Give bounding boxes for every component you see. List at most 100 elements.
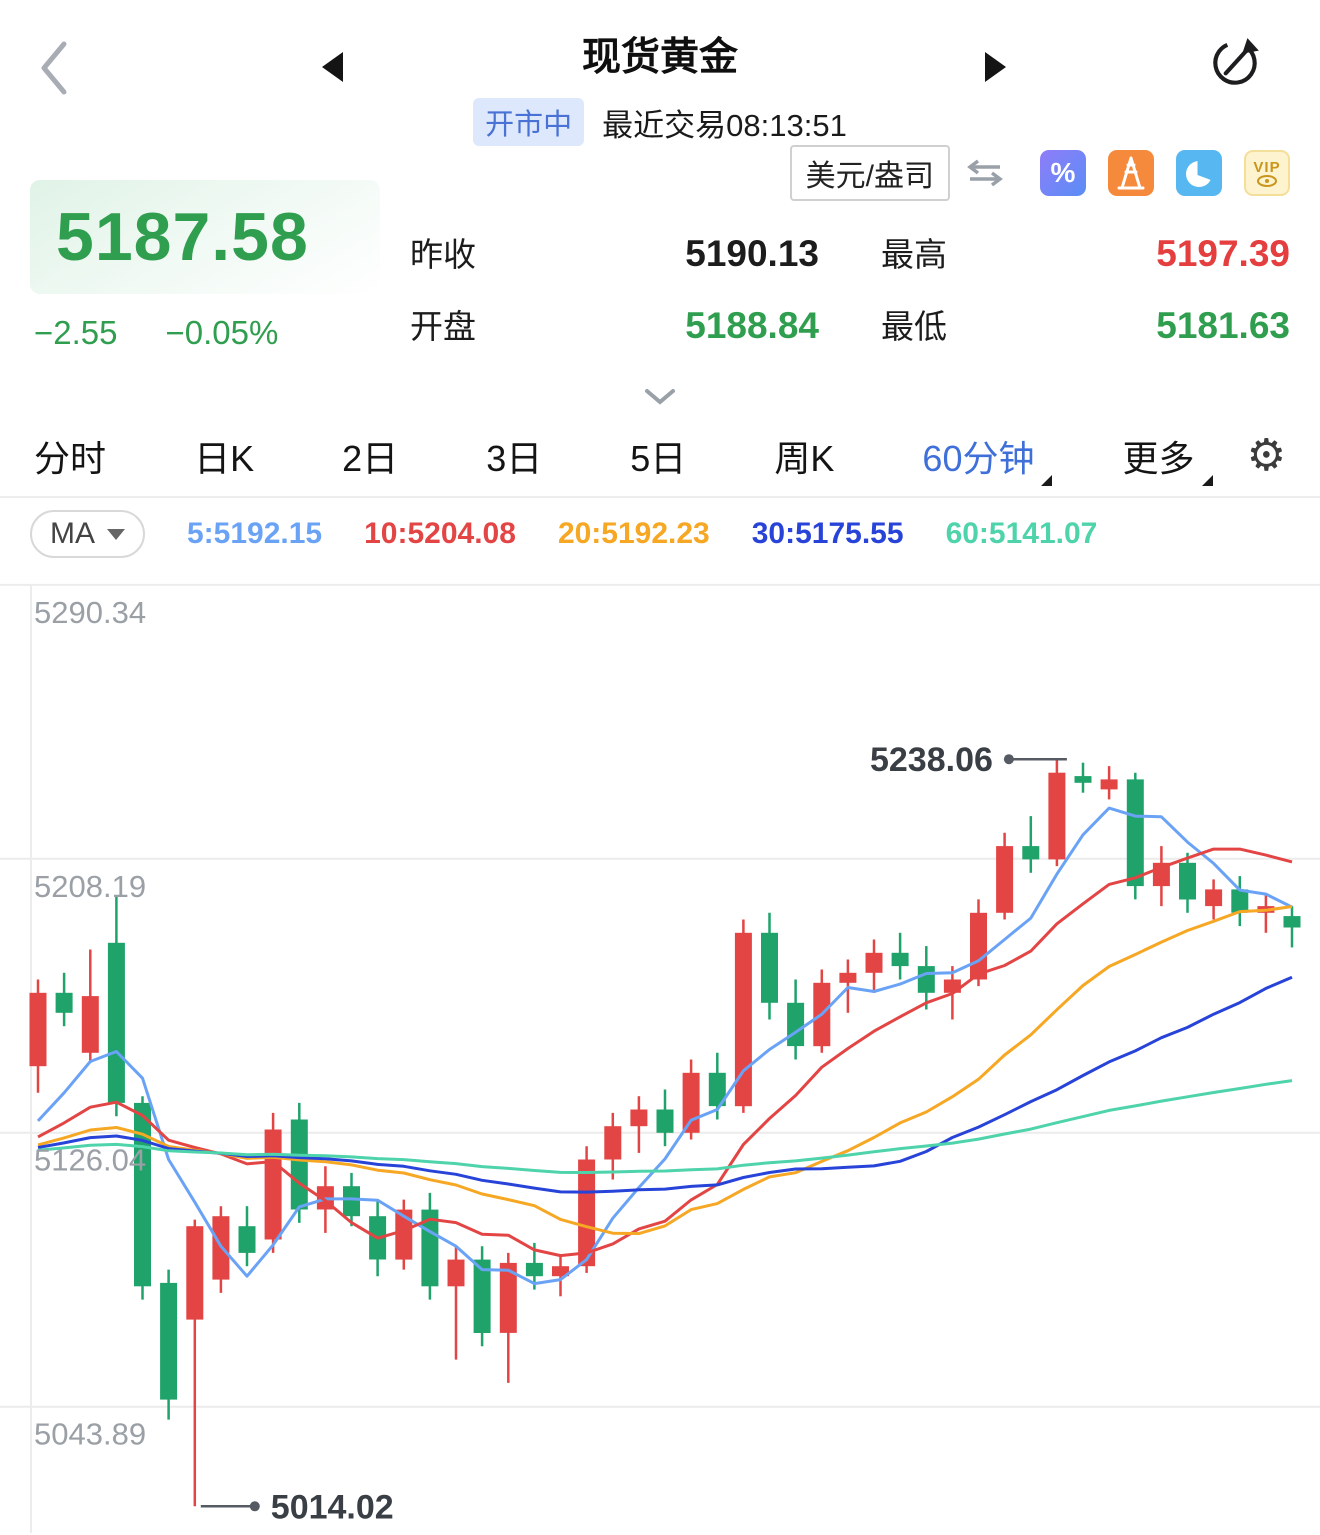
candle-body xyxy=(787,1002,805,1047)
candle-body xyxy=(734,932,752,1107)
tab-3day[interactable]: 3日 xyxy=(486,438,543,479)
ma-value-20: 20:5192.23 xyxy=(557,517,710,550)
quick-tools: % VIP xyxy=(1040,150,1290,196)
candle-body xyxy=(1022,846,1040,860)
candle-body xyxy=(552,1266,569,1277)
candle-body xyxy=(996,846,1014,913)
ma-10-line xyxy=(37,847,1293,1258)
candle-body xyxy=(682,1072,700,1133)
candle-body xyxy=(1283,916,1301,928)
stat-prev-close: 昨收 5190.13 xyxy=(410,228,819,276)
candle-body xyxy=(107,942,125,1103)
candle-body xyxy=(578,1159,596,1267)
pie-chart-icon[interactable] xyxy=(1176,150,1222,196)
candle-body xyxy=(630,1109,648,1127)
candle-body xyxy=(290,1119,308,1210)
triangle-down-icon xyxy=(107,528,125,540)
stat-label: 昨收 xyxy=(410,236,476,273)
low-annotation-label: 5014.02 xyxy=(271,1488,394,1526)
refresh-button[interactable] xyxy=(1206,34,1264,97)
swap-arrows-icon[interactable] xyxy=(964,157,1006,189)
candle-body xyxy=(970,912,987,980)
stat-label: 最高 xyxy=(881,236,947,273)
stat-label: 最低 xyxy=(881,308,947,345)
header: 现货黄金 开市中 最近交易08:13:51 xyxy=(0,0,1320,146)
chart-period-tabs: 分时 日K 2日 3日 5日 周K 60分钟 更多 ⚙ xyxy=(0,416,1320,498)
back-button[interactable] xyxy=(36,38,70,103)
candle-body xyxy=(1179,862,1196,900)
current-price: 5187.58 xyxy=(30,180,380,294)
candle-body xyxy=(604,1126,622,1160)
settings-gear-icon[interactable]: ⚙ xyxy=(1246,431,1286,480)
chevron-down-icon xyxy=(644,389,676,410)
stat-value: 5197.39 xyxy=(1156,233,1290,274)
ma-60-line xyxy=(37,1079,1293,1174)
candle-body xyxy=(891,952,909,967)
tab-60min[interactable]: 60分钟 xyxy=(922,430,1053,486)
stat-value: 5190.13 xyxy=(685,233,819,274)
stat-value: 5181.63 xyxy=(1156,305,1290,346)
candle-body xyxy=(708,1072,726,1107)
y-axis-label: 5043.89 xyxy=(34,1417,146,1452)
stat-open: 开盘 5188.84 xyxy=(410,300,819,348)
candle-body xyxy=(55,992,73,1013)
stat-high: 最高 5197.39 xyxy=(881,228,1290,276)
change-percent: −0.05% xyxy=(165,314,279,351)
chevron-left-icon xyxy=(36,41,70,102)
stat-label: 开盘 xyxy=(410,308,476,345)
candle-body xyxy=(1074,776,1092,783)
tab-weekly-k[interactable]: 周K xyxy=(774,438,835,479)
y-axis-label: 5290.34 xyxy=(34,595,146,630)
candle-body xyxy=(917,966,935,993)
ma-value-60: 60:5141.07 xyxy=(945,517,1098,550)
next-instrument-button[interactable] xyxy=(985,52,1006,82)
candle-body xyxy=(839,972,857,983)
tab-daily-k[interactable]: 日K xyxy=(194,438,255,479)
tab-time-share[interactable]: 分时 xyxy=(34,438,107,479)
percent-icon[interactable]: % xyxy=(1040,150,1086,196)
ma-value-10: 10:5204.08 xyxy=(364,517,516,550)
high-annotation-label: 5238.06 xyxy=(870,741,993,779)
quote-panel: 5187.58 −2.55 −0.05% 美元/盎司 % xyxy=(0,138,1320,388)
candle-body xyxy=(186,1226,204,1320)
vip-icon[interactable]: VIP xyxy=(1244,150,1290,196)
y-axis-label: 5208.19 xyxy=(34,869,146,904)
candle-body xyxy=(525,1262,543,1277)
signal-tower-icon[interactable] xyxy=(1108,150,1154,196)
tab-more[interactable]: 更多 xyxy=(1123,430,1213,486)
ma-20-line xyxy=(37,905,1293,1236)
change-value: −2.55 xyxy=(34,314,118,351)
last-trade-time: 最近交易08:13:51 xyxy=(602,107,847,143)
vip-label: VIP xyxy=(1253,158,1281,176)
dropdown-corner-icon xyxy=(1041,475,1053,486)
candle-body xyxy=(81,996,99,1053)
high-annotation-dot xyxy=(1003,754,1014,765)
low-annotation-dot xyxy=(249,1501,260,1512)
tab-5day[interactable]: 5日 xyxy=(630,438,687,479)
candle-body xyxy=(761,932,778,1003)
candle-body xyxy=(473,1259,491,1333)
candle-body xyxy=(1048,772,1066,860)
candle-body xyxy=(656,1109,674,1133)
candle-body xyxy=(238,1226,256,1253)
refresh-icon xyxy=(1206,38,1264,96)
candle-body xyxy=(1126,779,1144,887)
prev-instrument-button[interactable] xyxy=(322,52,343,82)
unit-row: 美元/盎司 % VIP xyxy=(410,144,1290,202)
collapse-panel-button[interactable] xyxy=(0,388,1320,416)
price-value: 5187.58 xyxy=(56,199,309,275)
candlestick-chart[interactable]: 5290.34 5208.19 5126.04 5043.89 5238.06 5014.… xyxy=(0,566,1320,1533)
stat-value: 5188.84 xyxy=(685,305,819,346)
candle-body xyxy=(160,1282,178,1400)
candle-body xyxy=(1231,889,1249,913)
tab-2day[interactable]: 2日 xyxy=(342,438,399,479)
unit-selector[interactable]: 美元/盎司 xyxy=(789,145,950,201)
ma-30-line xyxy=(37,975,1293,1194)
ma-indicator-selector[interactable]: MA xyxy=(30,510,145,558)
candle-body xyxy=(264,1129,282,1240)
ma-bar: MA 5:5192.15 10:5204.08 20:5192.23 30:5175.… xyxy=(0,502,1320,566)
quote-stats: 昨收 5190.13 最高 5197.39 开盘 5188.84 最低 5181.63 xyxy=(410,228,1290,348)
ma-5-line xyxy=(36,806,1293,1286)
ma-selector-label: MA xyxy=(50,517,95,550)
ma-value-5: 5:5192.15 xyxy=(187,517,323,550)
